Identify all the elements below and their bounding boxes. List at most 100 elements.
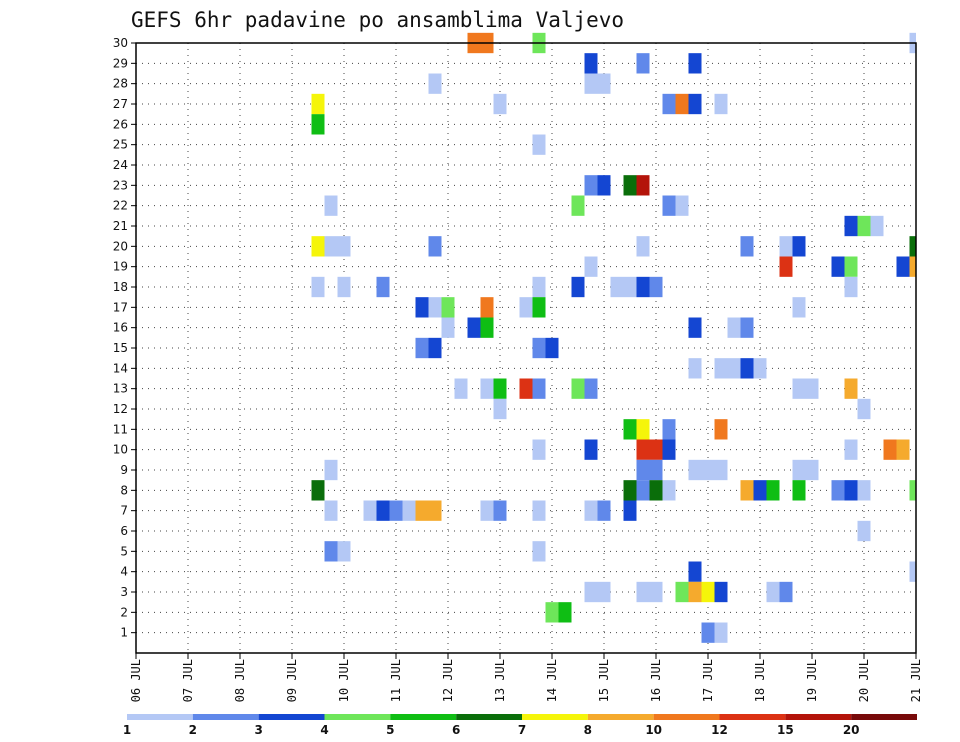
ensemble-cell (753, 480, 767, 501)
ensemble-cell (493, 398, 507, 420)
ensemble-cell (532, 378, 546, 399)
ensemble-cell (597, 175, 611, 196)
ensemble-cell (766, 480, 780, 501)
ensemble-cell (753, 358, 767, 379)
ensemble-cell (363, 500, 377, 521)
ensemble-cell (831, 480, 845, 501)
y-tick-label: 23 (113, 178, 128, 192)
y-tick-label: 24 (113, 158, 128, 172)
x-axis-ticks: 06 JUL 07 JUL 08 JUL 09 JUL 10 JUL 11 JUL 12 J… (129, 653, 923, 702)
legend-label: 20 (843, 723, 860, 737)
ensemble-cell (636, 236, 650, 257)
ensemble-cell (649, 439, 663, 460)
ensemble-cell (311, 276, 325, 298)
color-legend: 1 2 3 4 5 6 7 8 10 12 15 20 (123, 714, 917, 737)
ensemble-cell (415, 297, 429, 318)
ensemble-cell (532, 500, 546, 521)
ensemble-cell (610, 276, 624, 298)
ensemble-cell (558, 602, 572, 623)
ensemble-cell (662, 195, 676, 216)
legend-label: 6 (452, 723, 460, 737)
ensemble-cell (519, 378, 533, 399)
ensemble-cell (636, 276, 650, 298)
ensemble-cell (584, 500, 598, 521)
ensemble-cell (792, 459, 806, 481)
ensemble-cell (636, 175, 650, 196)
x-tick-label: 07 JUL (181, 659, 195, 702)
ensemble-cell (584, 73, 598, 94)
ensemble-cell (584, 439, 598, 460)
x-tick-label: 18 JUL (753, 659, 767, 702)
y-tick-label: 20 (113, 239, 128, 253)
ensemble-cell (337, 236, 351, 257)
ensemble-cell (662, 93, 676, 115)
y-tick-label: 17 (113, 300, 128, 314)
x-tick-label: 06 JUL (129, 659, 143, 702)
ensemble-cell (792, 480, 806, 501)
ensemble-cell (844, 378, 858, 399)
ensemble-cell (636, 419, 650, 440)
x-tick-label: 11 JUL (389, 659, 403, 702)
y-tick-label: 16 (113, 321, 128, 335)
x-tick-label: 10 JUL (337, 659, 351, 702)
ensemble-cell (779, 256, 793, 277)
y-tick-label: 9 (120, 463, 128, 477)
ensemble-cell (532, 276, 546, 298)
ensemble-cell (636, 459, 650, 481)
legend-label: 12 (711, 723, 728, 737)
ensemble-cell (649, 459, 663, 481)
ensemble-cell (688, 581, 702, 603)
ensemble-cell (714, 581, 728, 603)
ensemble-cell (883, 439, 897, 460)
ensemble-cell (831, 256, 845, 277)
x-tick-label: 09 JUL (285, 659, 299, 702)
ensemble-cell (584, 378, 598, 399)
ensemble-cell (428, 500, 442, 521)
ensemble-cell (714, 622, 728, 643)
ensemble-cell (454, 378, 468, 399)
ensemble-cell (376, 500, 390, 521)
ensemble-cell (584, 581, 598, 603)
ensemble-cell (688, 93, 702, 115)
x-tick-label: 20 JUL (857, 659, 871, 702)
ensemble-cell (480, 500, 494, 521)
ensemble-cell (311, 236, 325, 257)
ensemble-cell (428, 236, 442, 257)
ensemble-cell (636, 53, 650, 74)
legend-swatch (127, 714, 193, 720)
ensemble-cell (701, 459, 715, 481)
ensemble-cell (727, 358, 741, 379)
ensemble-cell (688, 53, 702, 74)
ensemble-cell (623, 175, 637, 196)
ensemble-cell (428, 337, 442, 359)
ensemble-cell (857, 398, 871, 420)
plot-grid (136, 42, 916, 653)
y-tick-label: 14 (113, 361, 128, 375)
ensemble-cell (571, 378, 585, 399)
ensemble-cell (714, 93, 728, 115)
legend-swatch (587, 714, 654, 720)
ensemble-cell (662, 419, 676, 440)
ensemble-cell (779, 581, 793, 603)
ensemble-cell (337, 541, 351, 562)
ensemble-cell (792, 236, 806, 257)
legend-swatch (456, 714, 522, 720)
ensemble-cell (662, 439, 676, 460)
legend-swatch (192, 714, 259, 720)
ensemble-cell (649, 276, 663, 298)
ensemble-cell (675, 93, 689, 115)
ensemble-cell (480, 317, 494, 338)
ensemble-cell (740, 358, 754, 379)
ensemble-cell (493, 378, 507, 399)
x-tick-label: 08 JUL (233, 659, 247, 702)
ensemble-cell (324, 195, 338, 216)
x-tick-label: 16 JUL (649, 659, 663, 702)
ensemble-cell (740, 317, 754, 338)
ensemble-cell (519, 297, 533, 318)
y-tick-label: 29 (113, 56, 128, 70)
ensemble-cell (844, 439, 858, 460)
ensemble-cell (857, 480, 871, 501)
x-tick-label: 13 JUL (493, 659, 507, 702)
ensemble-cell (623, 276, 637, 298)
x-tick-label: 15 JUL (597, 659, 611, 702)
